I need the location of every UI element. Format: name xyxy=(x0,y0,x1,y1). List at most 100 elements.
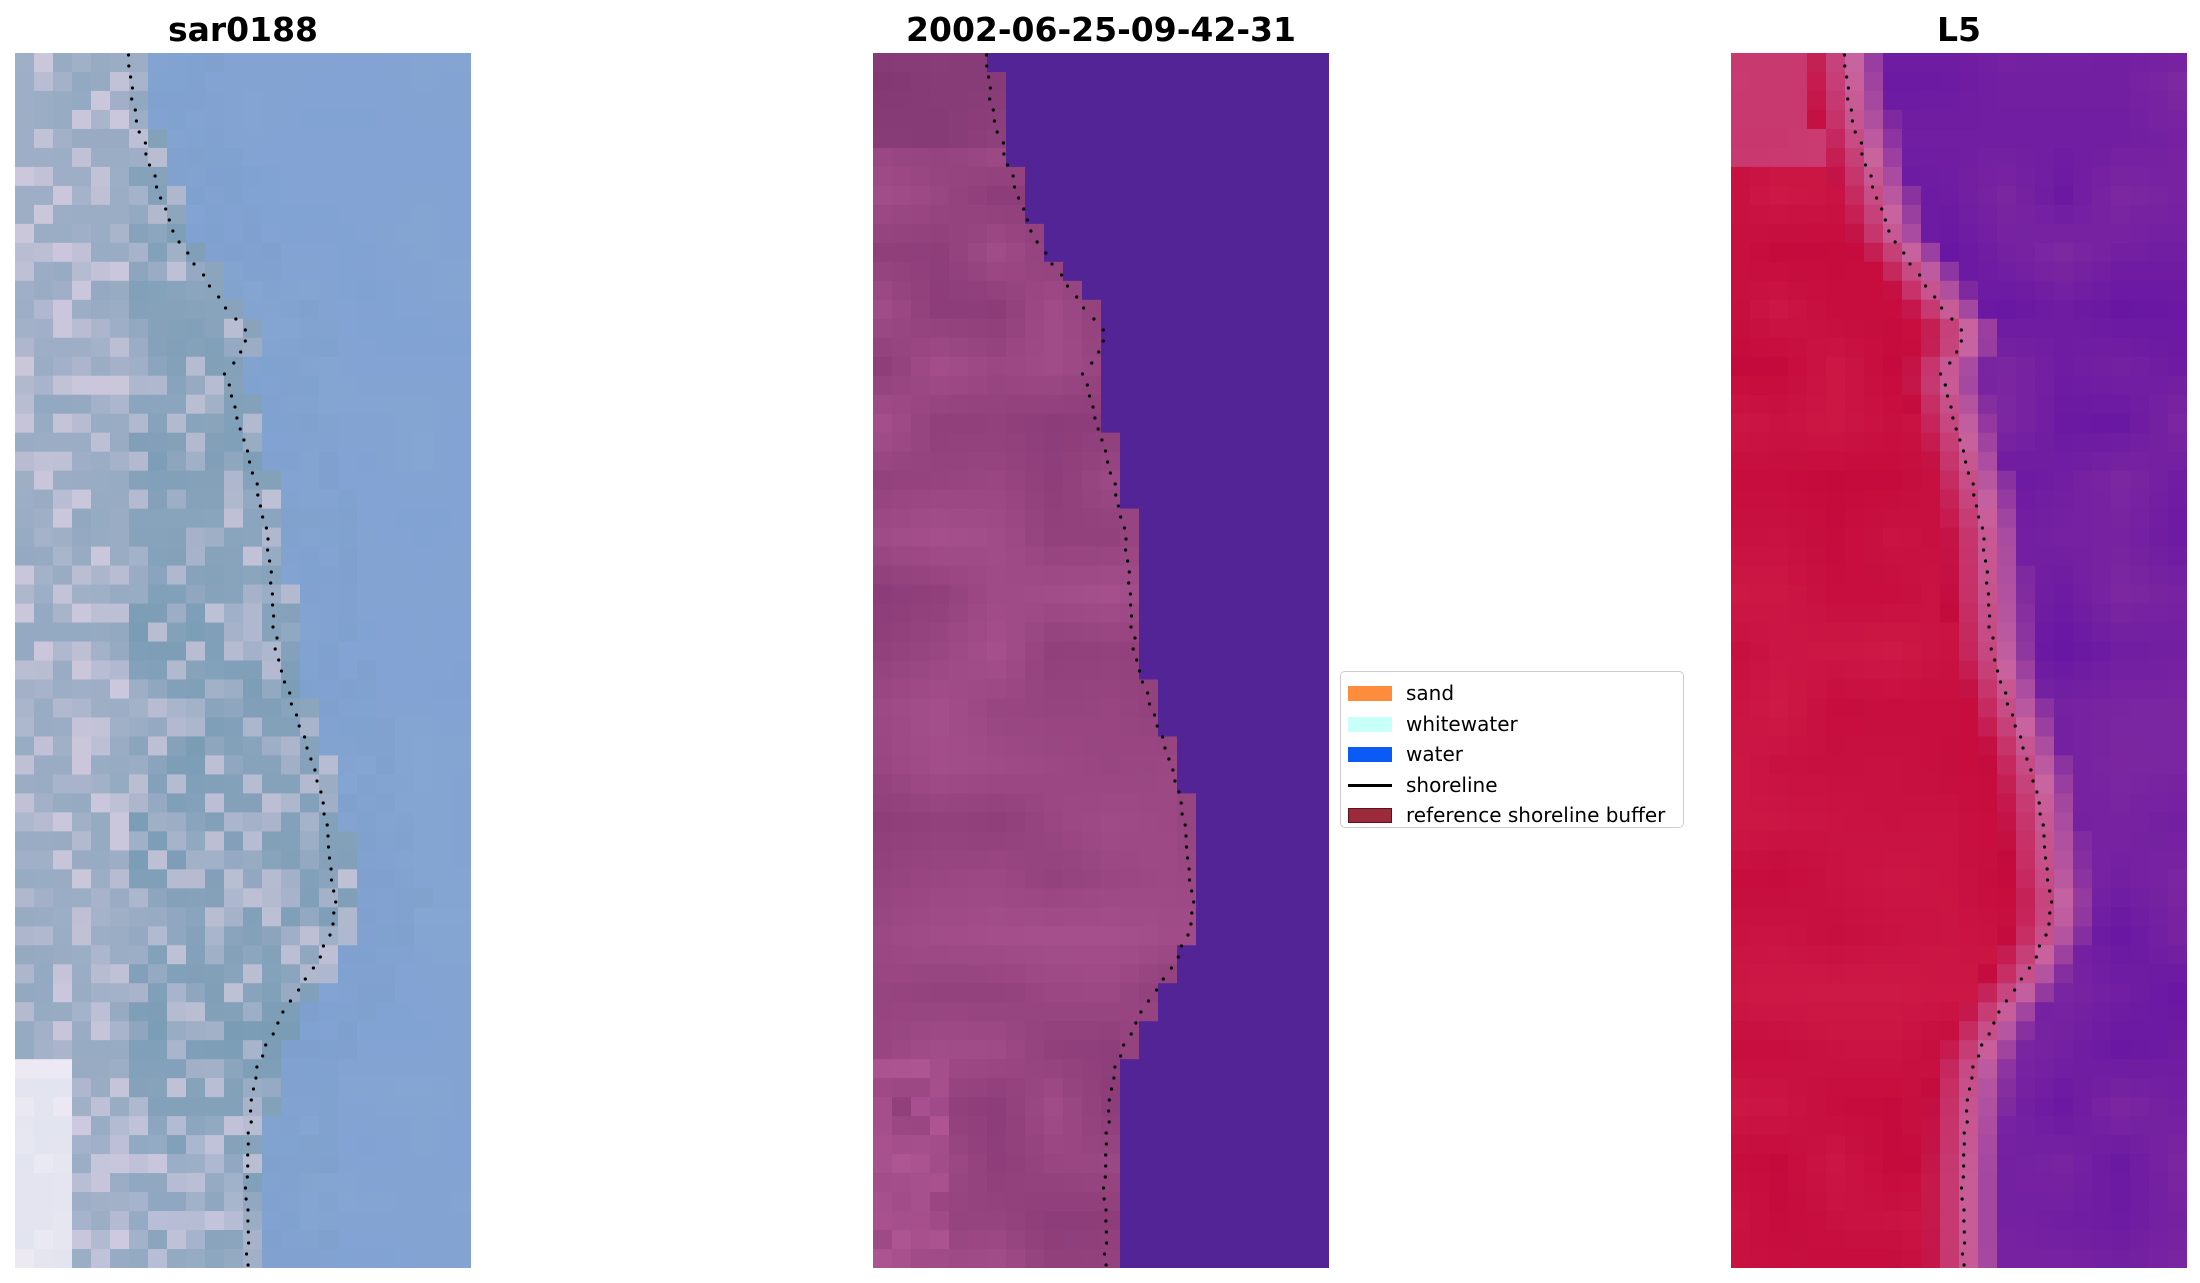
raster-pixel xyxy=(2092,755,2112,775)
raster-pixel xyxy=(930,394,950,415)
raster-pixel xyxy=(15,128,35,149)
raster-pixel xyxy=(1310,888,1329,908)
raster-pixel xyxy=(1921,812,1941,832)
raster-pixel xyxy=(338,1135,358,1155)
raster-pixel xyxy=(987,831,1007,851)
raster-pixel xyxy=(911,1059,931,1079)
raster-pixel xyxy=(53,1173,73,1193)
raster-pixel xyxy=(1177,1059,1197,1079)
raster-pixel xyxy=(433,565,453,586)
raster-pixel xyxy=(300,71,320,92)
raster-pixel xyxy=(1807,1173,1827,1193)
raster-pixel xyxy=(205,470,225,491)
raster-pixel xyxy=(2168,793,2187,813)
raster-pixel xyxy=(15,1097,35,1117)
raster-pixel xyxy=(1959,432,1979,453)
raster-pixel xyxy=(34,413,54,434)
raster-pixel xyxy=(1044,1040,1064,1060)
shoreline-point xyxy=(1853,130,1857,134)
raster-pixel xyxy=(1883,166,1903,187)
raster-pixel xyxy=(395,109,415,130)
raster-pixel xyxy=(873,90,893,111)
raster-pixel xyxy=(1101,90,1121,111)
raster-pixel xyxy=(1845,1192,1865,1212)
raster-pixel xyxy=(2016,679,2036,700)
raster-pixel xyxy=(72,850,92,870)
raster-pixel xyxy=(1940,109,1960,130)
raster-pixel xyxy=(2149,850,2169,870)
raster-pixel xyxy=(1025,109,1045,130)
raster-pixel xyxy=(1063,793,1083,813)
raster-pixel xyxy=(262,166,282,187)
raster-pixel xyxy=(433,1040,453,1060)
raster-pixel xyxy=(2073,1116,2093,1136)
raster-pixel xyxy=(281,394,301,415)
raster-pixel xyxy=(129,1173,149,1193)
raster-pixel xyxy=(281,717,301,738)
raster-pixel xyxy=(186,394,206,415)
raster-pixel xyxy=(91,1249,111,1268)
shoreline-point xyxy=(1022,207,1026,211)
shoreline-point xyxy=(2038,812,2042,816)
raster-pixel xyxy=(300,698,320,719)
raster-pixel xyxy=(1120,1154,1140,1174)
raster-pixel xyxy=(91,318,111,339)
raster-pixel xyxy=(892,983,912,1003)
raster-pixel xyxy=(873,584,893,605)
raster-pixel xyxy=(243,1002,263,1022)
shoreline-point xyxy=(1106,460,1110,464)
raster-pixel xyxy=(1750,337,1770,358)
raster-pixel xyxy=(1310,128,1329,149)
raster-pixel xyxy=(2092,261,2112,282)
raster-pixel xyxy=(2111,432,2131,453)
raster-pixel xyxy=(1120,508,1140,529)
raster-pixel xyxy=(1310,717,1329,738)
raster-pixel xyxy=(1883,907,1903,927)
raster-pixel xyxy=(319,470,339,491)
raster-pixel xyxy=(2092,1059,2112,1079)
raster-pixel xyxy=(1788,508,1808,529)
raster-pixel xyxy=(1959,831,1979,851)
raster-pixel xyxy=(892,888,912,908)
raster-pixel xyxy=(1883,147,1903,168)
shoreline-point xyxy=(251,1087,256,1091)
raster-pixel xyxy=(1310,831,1329,851)
raster-pixel xyxy=(1101,926,1121,946)
raster-pixel xyxy=(1864,774,1884,794)
shoreline-point xyxy=(1992,1021,1996,1025)
raster-pixel xyxy=(300,413,320,434)
raster-pixel xyxy=(1731,850,1751,870)
raster-pixel xyxy=(1750,356,1770,377)
raster-pixel xyxy=(1826,470,1846,491)
raster-pixel xyxy=(433,166,453,187)
raster-pixel xyxy=(1253,774,1273,794)
raster-pixel xyxy=(395,831,415,851)
raster-pixel xyxy=(1845,1173,1865,1193)
raster-pixel xyxy=(1196,1078,1216,1098)
raster-pixel xyxy=(1750,204,1770,225)
raster-pixel xyxy=(1272,584,1292,605)
raster-pixel xyxy=(2054,793,2074,813)
raster-pixel xyxy=(452,318,471,339)
raster-pixel xyxy=(1158,869,1178,889)
raster-pixel xyxy=(1139,128,1159,149)
raster-pixel xyxy=(148,356,168,377)
raster-pixel xyxy=(319,1097,339,1117)
raster-pixel xyxy=(376,147,396,168)
raster-pixel xyxy=(1959,1192,1979,1212)
raster-pixel xyxy=(2054,964,2074,984)
raster-pixel xyxy=(53,432,73,453)
raster-pixel xyxy=(1215,717,1235,738)
raster-pixel xyxy=(930,1002,950,1022)
raster-pixel xyxy=(987,1021,1007,1041)
raster-pixel xyxy=(968,660,988,681)
raster-pixel xyxy=(1006,280,1026,301)
raster-pixel xyxy=(2130,1021,2150,1041)
raster-pixel xyxy=(949,907,969,927)
raster-pixel xyxy=(1025,356,1045,377)
shoreline-point xyxy=(1965,1120,1969,1124)
raster-pixel xyxy=(110,983,130,1003)
raster-pixel xyxy=(2130,489,2150,510)
raster-pixel xyxy=(2130,1192,2150,1212)
raster-pixel xyxy=(357,907,377,927)
